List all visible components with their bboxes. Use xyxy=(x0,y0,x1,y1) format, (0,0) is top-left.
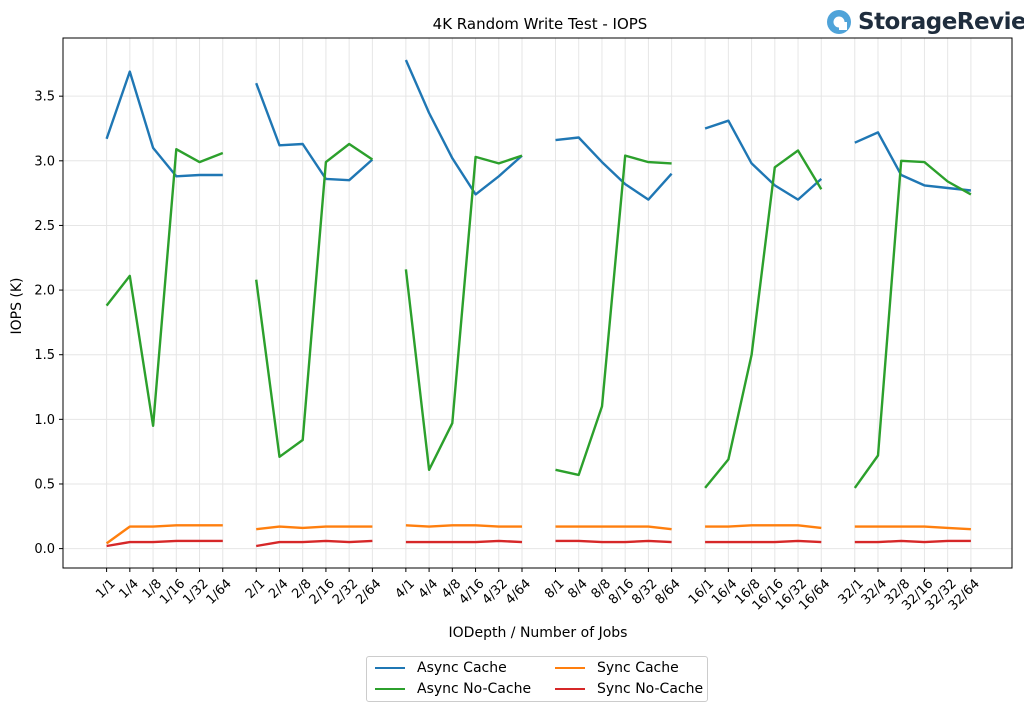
chart-title: 4K Random Write Test - IOPS xyxy=(433,15,648,33)
x-tick-label: 2/32 xyxy=(330,576,361,607)
series-line-segment xyxy=(105,147,224,427)
x-tick-label: 8/1 xyxy=(542,576,567,601)
y-tick-label: 3.5 xyxy=(34,90,55,105)
grid-lines xyxy=(63,38,1012,568)
series-async-cache xyxy=(105,59,972,201)
series-sync-cache xyxy=(105,524,971,545)
legend-swatch xyxy=(375,667,405,669)
x-tick-label: 16/4 xyxy=(709,576,740,607)
series-line-segment xyxy=(853,159,972,489)
x-tick-label: 1/1 xyxy=(93,576,118,601)
legend-label: Async No-Cache xyxy=(417,681,532,697)
legend-swatch xyxy=(555,667,585,669)
series-line-segment xyxy=(105,70,223,178)
y-tick-label: 1.0 xyxy=(34,413,55,428)
x-tick-label: 8/16 xyxy=(606,576,637,607)
x-tick-label: 1/4 xyxy=(116,576,141,601)
x-tick-label: 4/16 xyxy=(456,576,487,607)
y-tick-label: 1.5 xyxy=(34,348,55,363)
series-sync-no-cache xyxy=(106,539,971,548)
y-tick-label: 2.0 xyxy=(34,284,55,299)
series-line-segment xyxy=(555,539,672,544)
series-line-segment xyxy=(404,59,523,196)
series-line-segment xyxy=(555,525,672,531)
x-axis-label: IODepth / Number of Jobs xyxy=(449,625,628,641)
x-tick-label: 2/1 xyxy=(243,576,268,601)
series-line-segment xyxy=(704,119,823,201)
legend-swatch xyxy=(375,688,405,690)
x-tick-label: 2/64 xyxy=(353,576,384,607)
series-line-segment xyxy=(555,154,672,477)
x-tick-label: 16/1 xyxy=(686,576,717,607)
chart-legend: Async Cache Async No-Cache Sync Cache Sy… xyxy=(366,656,708,702)
series-line-segment xyxy=(405,539,523,544)
legend-label: Sync Cache xyxy=(597,660,679,676)
series-line-segment xyxy=(105,524,223,545)
x-tick-label: 1/16 xyxy=(157,576,188,607)
series-line-segment xyxy=(255,82,374,182)
legend-item-async-cache: Async Cache xyxy=(375,660,507,676)
x-tick-label: 1/64 xyxy=(204,576,235,607)
series-line-segment xyxy=(256,525,373,531)
series-line-segment xyxy=(854,539,971,544)
legend-label: Async Cache xyxy=(417,660,507,676)
brand-logo: StorageReview xyxy=(826,6,1024,38)
legend-item-async-no-cache: Async No-Cache xyxy=(375,681,531,697)
series-line-segment xyxy=(705,539,822,544)
legend-label: Sync No-Cache xyxy=(597,681,704,697)
series-line-segment xyxy=(555,136,673,201)
x-tick-label: 1/32 xyxy=(180,576,211,607)
legend-swatch xyxy=(555,688,585,690)
series-line-segment xyxy=(704,149,823,489)
x-tick-label: 4/32 xyxy=(480,576,511,607)
x-tick-label: 4/64 xyxy=(503,576,534,607)
y-axis-label: IOPS (K) xyxy=(9,277,25,334)
x-tick-label: 32/4 xyxy=(859,576,890,607)
series-line-segment xyxy=(404,154,523,471)
series-line-segment xyxy=(705,524,822,530)
storagereview-logo-icon xyxy=(827,10,851,34)
series-line-segment xyxy=(256,539,373,548)
x-tick-label: 2/16 xyxy=(307,576,338,607)
series-async-no-cache xyxy=(105,142,972,489)
series-line-segment xyxy=(854,525,971,531)
y-tick-label: 0.5 xyxy=(34,477,55,492)
x-tick-label: 4/4 xyxy=(416,576,441,601)
legend-item-sync-cache: Sync Cache xyxy=(555,660,679,676)
series-lines xyxy=(105,59,972,548)
series-line-segment xyxy=(854,131,972,192)
x-tick-label: 8/4 xyxy=(565,576,590,601)
x-tick-label: 4/1 xyxy=(393,576,418,601)
x-tick-label: 8/32 xyxy=(629,576,660,607)
legend-item-sync-no-cache: Sync No-Cache xyxy=(555,681,703,697)
x-tick-label: 8/64 xyxy=(652,576,683,607)
y-tick-label: 3.0 xyxy=(34,154,55,169)
y-tick-label: 0.0 xyxy=(34,542,55,557)
x-tick-label: 32/1 xyxy=(836,576,867,607)
series-line-segment xyxy=(405,524,522,528)
x-tick-label: 2/4 xyxy=(266,576,291,601)
series-line-segment xyxy=(255,142,374,458)
brand-name: StorageReview xyxy=(858,9,1024,35)
series-line-segment xyxy=(106,539,223,548)
y-tick-label: 2.5 xyxy=(34,219,55,234)
plot-area-frame xyxy=(62,37,1013,569)
